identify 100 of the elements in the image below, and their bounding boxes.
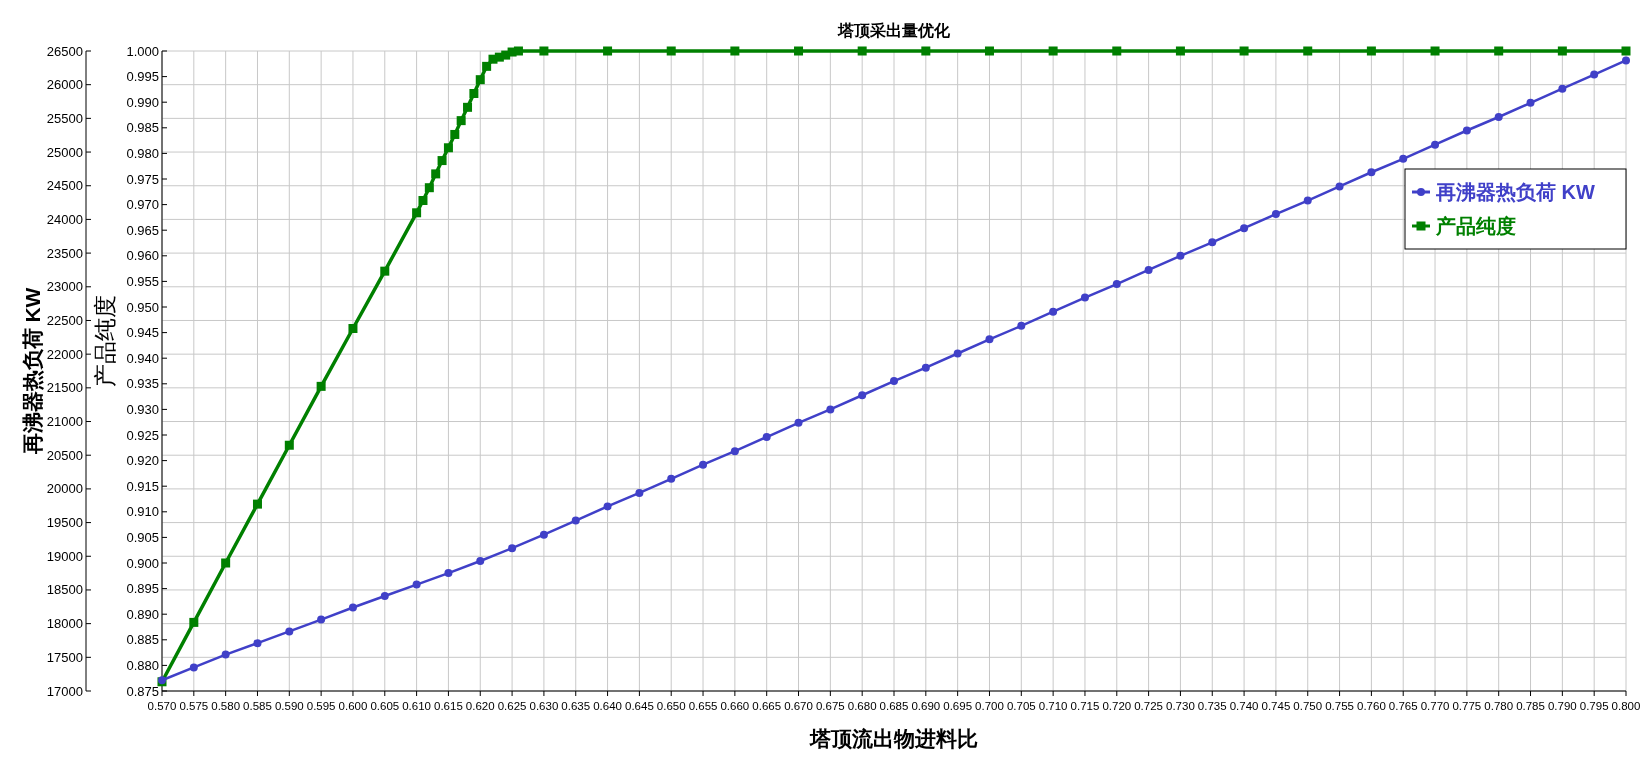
point bbox=[953, 349, 962, 358]
point bbox=[1558, 84, 1567, 93]
y2-tick-label: 0.910 bbox=[126, 504, 159, 520]
x-tick-label: 0.635 bbox=[561, 700, 591, 712]
x-tick-label: 0.700 bbox=[975, 700, 1004, 712]
point bbox=[456, 116, 466, 126]
point bbox=[762, 433, 771, 442]
x-tick-label: 0.625 bbox=[497, 700, 527, 712]
x-tick-label: 0.715 bbox=[1070, 700, 1100, 712]
y-tick-label: 19000 bbox=[46, 548, 83, 564]
point bbox=[380, 266, 390, 276]
x-tick-label: 0.670 bbox=[784, 700, 813, 712]
point bbox=[1557, 46, 1567, 56]
x-tick-label: 0.780 bbox=[1484, 700, 1514, 712]
point bbox=[221, 558, 231, 568]
y2-tick-label: 0.920 bbox=[126, 453, 159, 469]
x-tick-label: 0.655 bbox=[688, 700, 718, 712]
y2-tick-label: 0.930 bbox=[126, 401, 159, 417]
point bbox=[424, 183, 434, 193]
point bbox=[1366, 46, 1376, 56]
point bbox=[316, 381, 326, 391]
point bbox=[475, 75, 485, 85]
legend-label: 产品纯度 bbox=[1435, 215, 1516, 237]
x-tick-label: 0.745 bbox=[1261, 700, 1291, 712]
x-tick-label: 0.710 bbox=[1038, 700, 1068, 712]
point bbox=[412, 208, 422, 218]
x-tick-label: 0.640 bbox=[593, 700, 622, 712]
x-tick-label: 0.680 bbox=[847, 700, 877, 712]
point bbox=[1112, 46, 1122, 56]
legend-label: 再沸器热负荷 KW bbox=[1435, 181, 1595, 203]
y-tick-label: 17000 bbox=[46, 683, 83, 699]
x-tick-label: 0.685 bbox=[879, 700, 909, 712]
x-tick-label: 0.630 bbox=[529, 700, 559, 712]
x-tick-label: 0.800 bbox=[1611, 700, 1641, 712]
point bbox=[1303, 196, 1312, 205]
y-tick-label: 23500 bbox=[46, 245, 83, 261]
x-tick-label: 0.695 bbox=[943, 700, 973, 712]
point bbox=[253, 639, 262, 648]
x-tick-label: 0.725 bbox=[1134, 700, 1163, 712]
y2-tick-label: 0.925 bbox=[126, 427, 159, 443]
point bbox=[1367, 168, 1376, 177]
y-tick-label: 24000 bbox=[46, 211, 83, 227]
point bbox=[1430, 46, 1440, 56]
point bbox=[450, 129, 460, 139]
point bbox=[858, 391, 867, 400]
y-tick-label: 26500 bbox=[46, 43, 83, 59]
x-tick-label: 0.605 bbox=[370, 700, 400, 712]
y2-tick-label: 0.965 bbox=[126, 222, 159, 238]
x-tick-label: 0.755 bbox=[1325, 700, 1354, 712]
x-tick-label: 0.645 bbox=[625, 700, 654, 712]
x-tick-label: 0.760 bbox=[1357, 700, 1386, 712]
point bbox=[463, 102, 473, 112]
point bbox=[1494, 46, 1504, 56]
point bbox=[1622, 56, 1630, 65]
point bbox=[1271, 210, 1280, 219]
point bbox=[1590, 70, 1599, 79]
point bbox=[469, 89, 479, 98]
point bbox=[482, 61, 492, 71]
point bbox=[1303, 46, 1313, 56]
point bbox=[412, 580, 421, 589]
point bbox=[667, 474, 676, 483]
y-tick-label: 18000 bbox=[46, 616, 83, 632]
point bbox=[380, 592, 389, 601]
y-tick-label: 25000 bbox=[46, 144, 83, 160]
x-tick-label: 0.585 bbox=[243, 700, 272, 712]
x-tick-label: 0.595 bbox=[306, 700, 336, 712]
x-tick-label: 0.775 bbox=[1452, 700, 1482, 712]
y2-tick-label: 0.940 bbox=[126, 350, 159, 366]
x-tick-label: 0.690 bbox=[911, 700, 941, 712]
x-tick-label: 0.620 bbox=[465, 700, 495, 712]
point bbox=[252, 499, 262, 509]
point bbox=[1240, 224, 1249, 233]
point bbox=[921, 363, 930, 372]
y2-tick-label: 0.905 bbox=[126, 529, 159, 545]
point bbox=[699, 460, 708, 469]
point bbox=[1239, 46, 1249, 56]
point bbox=[1017, 321, 1026, 330]
point bbox=[348, 324, 358, 333]
point bbox=[730, 447, 739, 456]
y-tick-label: 21000 bbox=[46, 414, 83, 430]
x-tick-label: 0.665 bbox=[752, 700, 782, 712]
x-tick-label: 0.610 bbox=[402, 700, 431, 712]
point bbox=[794, 46, 804, 56]
x-tick-label: 0.735 bbox=[1197, 700, 1227, 712]
point bbox=[603, 46, 613, 56]
point bbox=[508, 544, 517, 553]
x-tick-label: 0.675 bbox=[815, 700, 845, 712]
point bbox=[221, 650, 230, 659]
x-tick-label: 0.770 bbox=[1420, 700, 1450, 712]
x-tick-label: 0.730 bbox=[1166, 700, 1195, 712]
y2-tick-label: 0.980 bbox=[126, 145, 159, 161]
point bbox=[1335, 182, 1344, 191]
point bbox=[921, 46, 931, 56]
point bbox=[826, 405, 835, 414]
point bbox=[431, 169, 441, 179]
point bbox=[1494, 113, 1503, 122]
point bbox=[1049, 307, 1058, 316]
point bbox=[571, 516, 580, 525]
point bbox=[1399, 154, 1408, 163]
point bbox=[794, 418, 803, 427]
